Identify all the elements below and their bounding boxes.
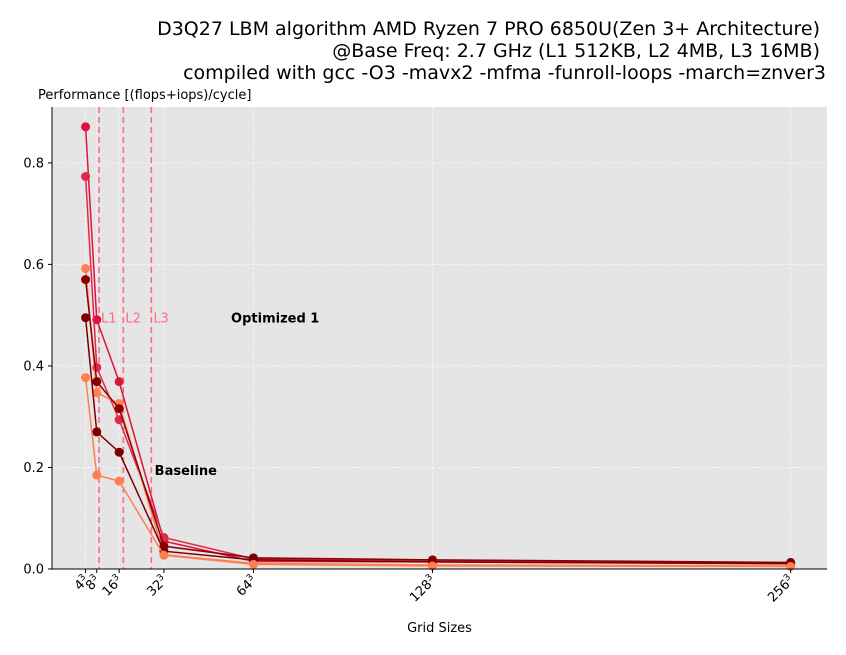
- data-point: [159, 550, 169, 560]
- x-tick-label-exponent: 3: [424, 573, 435, 584]
- grid: [52, 107, 827, 570]
- data-point: [428, 561, 438, 571]
- data-point: [114, 377, 124, 387]
- series: [81, 122, 796, 571]
- chart-title-line-3: compiled with gcc -O3 -mavx2 -mfma -funr…: [183, 62, 826, 84]
- annotation: Optimized 1: [231, 312, 319, 327]
- cache-label-l3: L3: [153, 312, 169, 327]
- x-tick-label-exponent: 3: [245, 573, 256, 584]
- data-point: [92, 377, 102, 387]
- data-point: [248, 559, 258, 569]
- y-axis-label: Performance [(flops+iops)/cycle]: [38, 88, 251, 103]
- data-point: [81, 275, 91, 285]
- data-point: [92, 427, 102, 437]
- x-tick-label: 163: [99, 573, 126, 600]
- data-point: [81, 172, 91, 182]
- x-tick-label: 1283: [406, 573, 439, 606]
- data-point: [81, 313, 91, 323]
- data-point: [114, 447, 124, 457]
- x-tick-label-exponent: 3: [88, 573, 99, 584]
- y-tick-label: 0.6: [23, 258, 44, 273]
- x-tick-label-exponent: 3: [77, 573, 88, 584]
- plot-area: [52, 107, 827, 569]
- annotation: Baseline: [155, 464, 217, 479]
- data-point: [114, 404, 124, 414]
- x-axis-label: Grid Sizes: [407, 621, 472, 636]
- y-tick-label: 0.2: [23, 461, 44, 476]
- data-point: [92, 388, 102, 398]
- x-tick-label: 323: [144, 573, 171, 600]
- cache-label-l1: L1: [101, 312, 117, 327]
- chart-title: D3Q27 LBM algorithm AMD Ryzen 7 PRO 6850…: [157, 18, 826, 84]
- data-point: [81, 122, 91, 132]
- annotations: Optimized 1 Baseline: [155, 312, 320, 479]
- data-point: [92, 470, 102, 480]
- chart-title-line-1: D3Q27 LBM algorithm AMD Ryzen 7 PRO 6850…: [157, 18, 820, 40]
- y-tick-label: 0.8: [23, 156, 44, 171]
- data-point: [81, 373, 91, 383]
- cache-lines: L1 L2 L3: [98, 107, 169, 569]
- x-tick-label-exponent: 3: [155, 573, 166, 584]
- x-tick-label: 643: [233, 573, 260, 600]
- data-point: [81, 263, 91, 273]
- x-tick-label-exponent: 3: [111, 573, 122, 584]
- cache-label-l2: L2: [125, 312, 141, 327]
- data-point: [114, 476, 124, 486]
- y-tick-label: 0.4: [23, 359, 44, 374]
- x-tick-label-exponent: 3: [782, 573, 793, 584]
- chart-title-line-2: @Base Freq: 2.7 GHz (L1 512KB, L2 4MB, L…: [332, 40, 820, 62]
- x-tick-label: 2563: [765, 573, 798, 606]
- y-tick-label: 0.0: [23, 563, 44, 578]
